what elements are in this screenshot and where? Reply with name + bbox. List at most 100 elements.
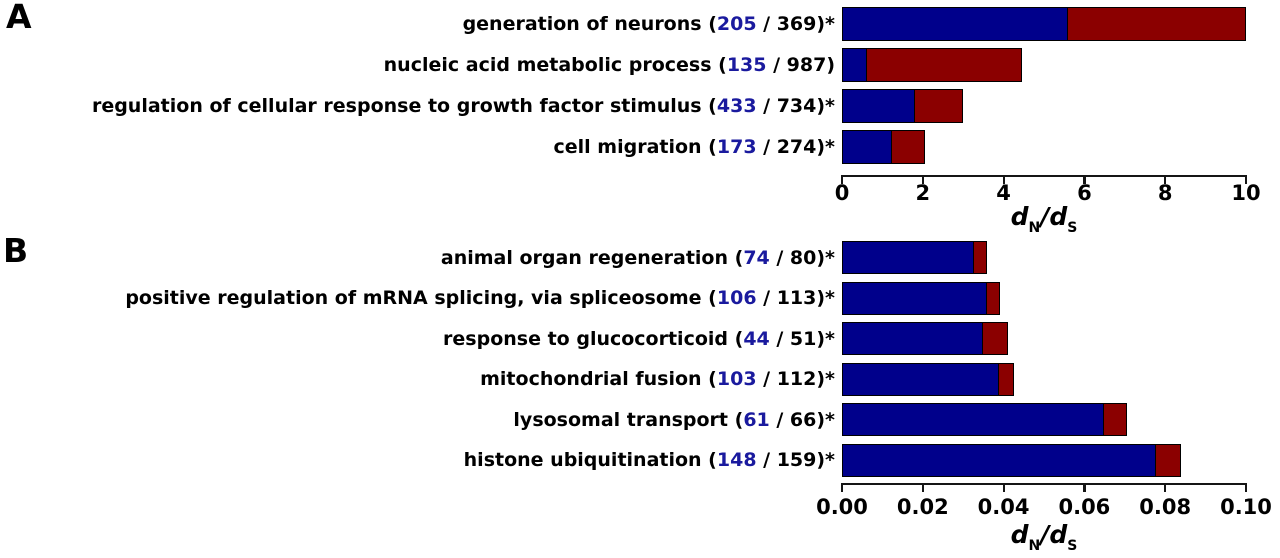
gene-count: 61 [743,408,770,431]
gene-total-text: / 369)* [756,13,835,35]
gene-count: 44 [743,327,770,350]
gene-total-text: / 113)* [756,287,835,309]
gene-total-text: / 734)* [756,95,835,117]
x-axis-tick-label: 0 [834,181,850,205]
bar-blue-segment [843,404,1104,435]
x-axis-tick-label: 8 [1157,181,1173,205]
bar-blue-segment [843,242,975,273]
gene-total-text: / 274)* [756,136,835,158]
x-axis-tick [1245,177,1248,184]
x-axis-tick-label: 2 [915,181,931,205]
stacked-bar [842,281,1000,315]
x-axis-tick [1002,177,1005,184]
stacked-bar [842,89,964,123]
axis-label-d2: d [1049,520,1068,549]
x-axis-tick [841,485,844,492]
stacked-bar [842,241,988,274]
bar-blue-segment [843,444,1157,476]
bar-row-label: animal organ regeneration (74 / 80)* [0,246,835,270]
bar-blue-segment [843,131,893,163]
x-axis-line [841,483,1247,486]
go-term-text: response to glucocorticoid ( [443,327,744,350]
go-term-text: animal organ regeneration ( [440,246,744,269]
x-axis-tick [1083,485,1086,492]
bar-blue-segment [843,90,915,122]
bar-row-label: lysosomal transport (61 / 66)* [0,408,835,432]
x-axis-label: dN/dS [842,202,1246,237]
stacked-bar [842,130,925,164]
bar-row-label: response to glucocorticoid (44 / 51)* [0,327,835,351]
x-axis-tick [921,177,924,184]
x-axis-tick-label: 0.02 [896,495,949,519]
bar-blue-segment [843,323,983,354]
bar-row-label: nucleic acid metabolic process (135 / 98… [0,53,835,77]
x-axis-tick-label: 0.04 [977,495,1030,519]
go-term-text: generation of neurons ( [462,13,717,35]
gene-count: 106 [716,287,757,309]
gene-total-text: / 159)* [756,449,835,471]
axis-label-slash: / [1040,202,1050,231]
panel-a-letter: A [6,0,32,36]
gene-total-text: / 987) [766,54,835,76]
stacked-bar [842,362,1014,396]
gene-count: 135 [726,54,767,76]
x-axis-tick [1002,485,1005,492]
x-axis-tick-label: 4 [996,181,1011,205]
gene-count: 173 [716,136,757,158]
gene-count: 433 [716,95,757,117]
bar-row-label: positive regulation of mRNA splicing, vi… [0,286,835,310]
x-axis-label: dN/dS [842,520,1246,555]
gene-count: 205 [716,13,757,35]
go-term-text: histone ubiquitination ( [463,449,717,471]
axis-label-sub2: S [1067,538,1078,554]
stacked-bar [842,322,1008,355]
bar-row-label: mitochondrial fusion (103 / 112)* [0,367,835,391]
bar-blue-segment [843,8,1069,40]
gene-count: 74 [743,246,770,269]
x-axis-tick [921,485,924,492]
bar-row-label: generation of neurons (205 / 369)* [0,12,835,36]
axis-label-sub1: N [1028,220,1041,236]
bar-row-label: histone ubiquitination (148 / 159)* [0,448,835,472]
x-axis-tick [1245,485,1248,492]
stacked-bar [842,403,1127,436]
go-term-text: nucleic acid metabolic process ( [383,54,727,76]
x-axis-tick [841,177,844,184]
x-axis-tick [1083,177,1086,184]
gene-total-text: / 51)* [769,327,835,350]
gene-count: 148 [716,449,757,471]
panel-b-letter: B [3,231,29,270]
x-axis-line [841,175,1247,178]
gene-count: 103 [716,368,757,390]
go-term-text: positive regulation of mRNA splicing, vi… [125,287,717,309]
bar-row-label: regulation of cellular response to growt… [0,94,835,118]
axis-label-sub2: S [1067,220,1078,236]
x-axis-tick-label: 10 [1231,181,1261,205]
axis-label-d2: d [1049,202,1068,231]
axis-label-sub1: N [1028,538,1041,554]
gene-total-text: / 66)* [769,408,835,431]
axis-label-d1: d [1010,202,1029,231]
axis-label-slash: / [1040,520,1050,549]
axis-label-d1: d [1010,520,1029,549]
gene-total-text: / 80)* [769,246,835,269]
x-axis-tick-label: 0.08 [1139,495,1192,519]
go-term-text: lysosomal transport ( [513,408,744,431]
go-term-text: mitochondrial fusion ( [480,368,717,390]
stacked-bar [842,48,1022,82]
x-axis-tick-label: 6 [1077,181,1092,205]
x-axis-tick-label: 0.10 [1220,495,1272,519]
go-term-text: cell migration ( [553,136,717,158]
bar-blue-segment [843,49,867,81]
go-term-text: regulation of cellular response to growt… [91,95,717,117]
gene-total-text: / 112)* [756,368,835,390]
stacked-bar [842,7,1246,41]
bar-blue-segment [843,363,999,395]
x-axis-tick-label: 0.00 [816,495,868,519]
x-axis-tick-label: 0.06 [1058,495,1111,519]
stacked-bar [842,443,1182,477]
bar-row-label: cell migration (173 / 274)* [0,135,836,159]
x-axis-tick [1164,177,1167,184]
x-axis-tick [1164,485,1167,492]
